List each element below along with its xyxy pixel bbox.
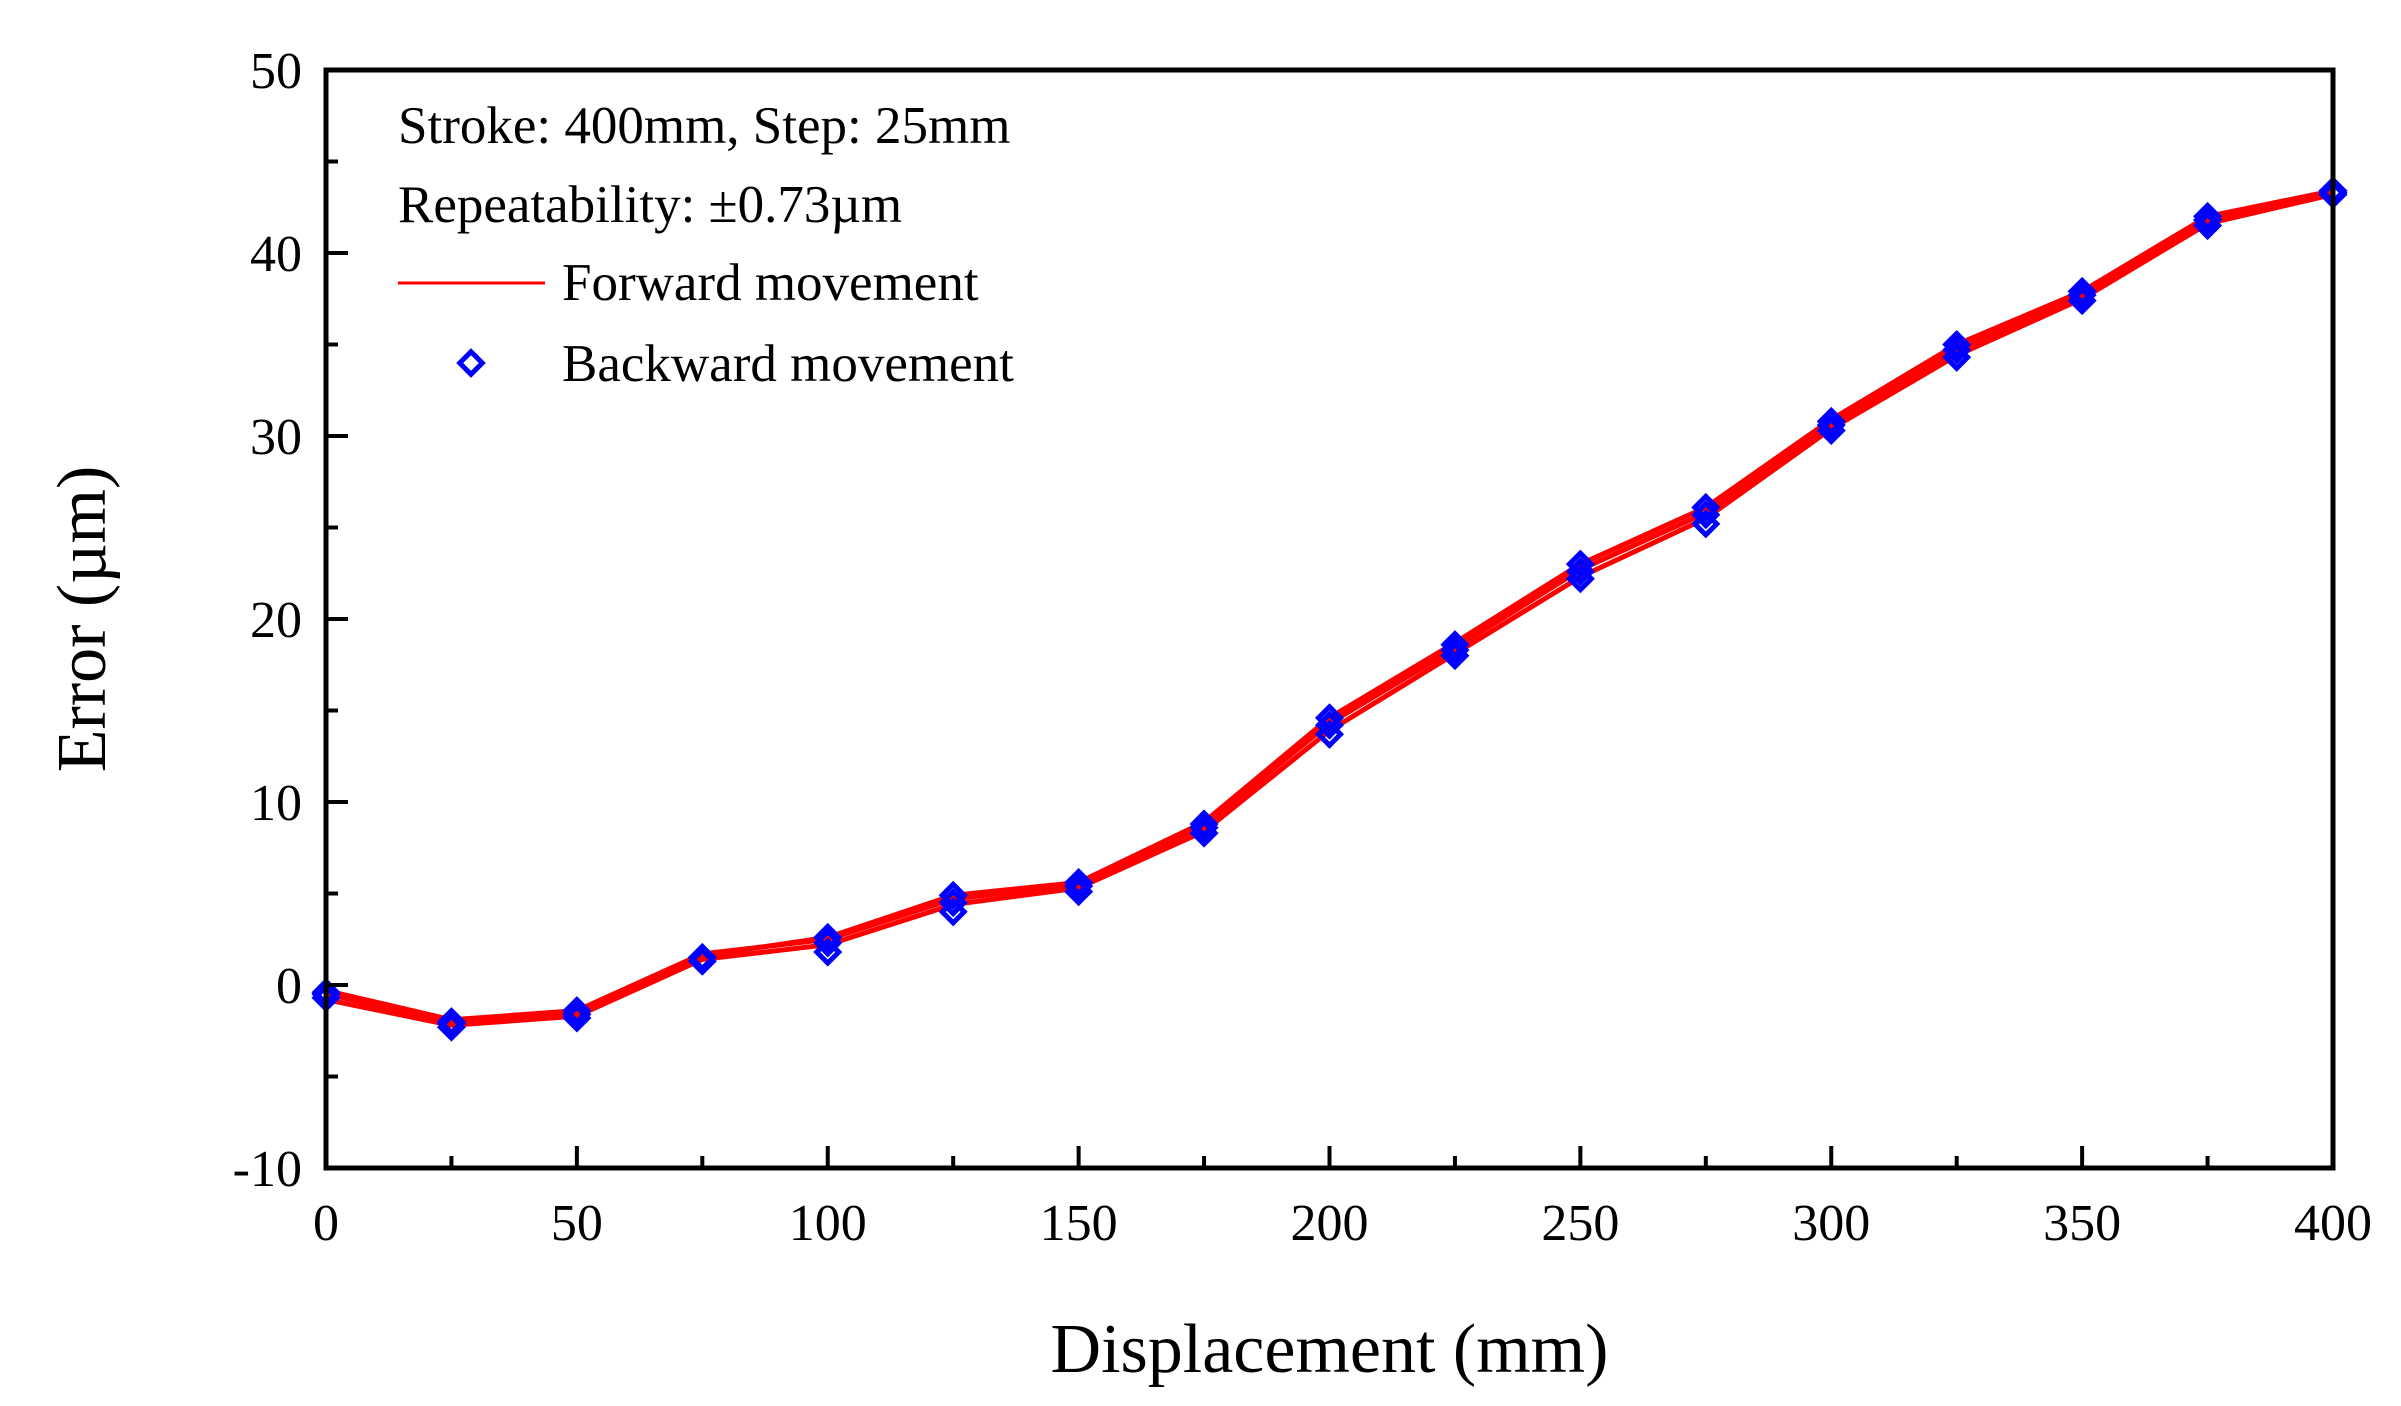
- y-tick-label: 30: [250, 409, 302, 466]
- backward-point: [1189, 813, 1219, 843]
- x-tick-label: 300: [1792, 1195, 1870, 1252]
- legend-backward-label: Backward movement: [562, 335, 1014, 393]
- backward-point: [2067, 280, 2097, 310]
- backward-point: [1064, 871, 1094, 901]
- backward-point: [436, 1012, 466, 1042]
- backward-point: [687, 946, 717, 976]
- backward-point: [687, 943, 717, 973]
- backward-point: [2193, 205, 2223, 235]
- backward-point: [1942, 329, 1972, 360]
- backward-point: [1816, 406, 1846, 436]
- backward-point: [1440, 635, 1470, 665]
- backward-point: [562, 1003, 592, 1033]
- backward-point: [1691, 500, 1721, 530]
- annotation-stroke-step: Stroke: 400mm, Step: 25mm: [398, 97, 1010, 155]
- plot-frame: [323, 67, 2336, 1171]
- backward-point: [1691, 492, 1721, 522]
- backward-point: [2193, 201, 2223, 231]
- backward-point: [562, 996, 592, 1026]
- backward-point: [1064, 867, 1094, 898]
- y-tick-label: 20: [250, 592, 302, 649]
- backward-point: [1816, 410, 1846, 440]
- backward-point: [1314, 710, 1345, 740]
- backward-point: [1440, 630, 1470, 660]
- forward-series-line: [325, 190, 2334, 1023]
- legend-forward-label: Forward movement: [562, 254, 979, 312]
- backward-point: [813, 922, 843, 952]
- x-axis-title: Displacement (mm): [1051, 1311, 1609, 1388]
- x-tick-label: 150: [1040, 1195, 1118, 1252]
- x-tick-label: 250: [1541, 1195, 1619, 1252]
- backward-point: [1314, 703, 1345, 733]
- backward-point: [1942, 335, 1972, 365]
- x-tick-label: 200: [1291, 1195, 1369, 1252]
- x-tick-label: 100: [789, 1195, 867, 1252]
- y-tick-label: 40: [250, 226, 302, 283]
- y-tick-label: 50: [250, 43, 302, 100]
- y-tick-label: -10: [233, 1141, 302, 1198]
- backward-point: [1565, 549, 1595, 579]
- legend: Stroke: 400mm, Step: 25mm Repeatability:…: [398, 97, 1014, 393]
- backward-point: [2067, 276, 2097, 306]
- series-markers: [311, 176, 2348, 1042]
- backward-point: [1189, 809, 1219, 839]
- axis-ticks: [324, 68, 2335, 1170]
- x-tick-label: 400: [2294, 1195, 2372, 1252]
- backward-point: [436, 1008, 466, 1038]
- y-axis-title: Error (µm): [44, 466, 121, 773]
- annotation-repeatability: Repeatability: ±0.73µm: [398, 176, 902, 234]
- backward-point: [938, 880, 968, 910]
- backward-point: [813, 928, 843, 958]
- series-lines: [325, 188, 2334, 1028]
- x-tick-label: 350: [2043, 1195, 2121, 1252]
- y-tick-label: 10: [250, 775, 302, 832]
- backward-point: [1565, 556, 1595, 586]
- x-tick-label: 50: [551, 1195, 603, 1252]
- backward-point: [938, 888, 968, 918]
- backward-point: [562, 999, 592, 1029]
- x-tick-label: 0: [313, 1195, 339, 1252]
- legend-backward-diamond-swatch: [456, 348, 486, 378]
- y-tick-label: 0: [276, 958, 302, 1015]
